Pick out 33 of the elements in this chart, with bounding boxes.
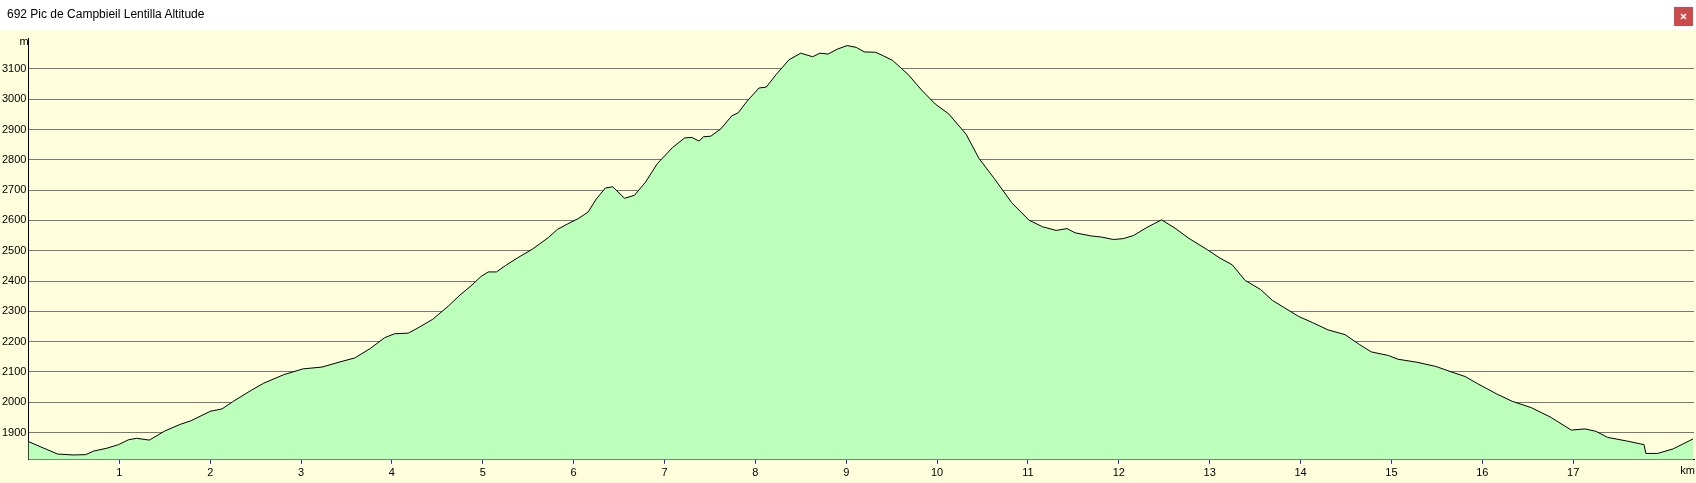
y-tick-label: 2100	[1, 364, 27, 377]
y-tick-label: 2200	[1, 334, 27, 347]
x-tick-label: 2	[207, 466, 214, 479]
x-tick-label: 9	[843, 466, 850, 479]
x-tick-label: 14	[1294, 466, 1307, 479]
x-tick-label: 3	[298, 466, 305, 479]
x-tick-label: 8	[752, 466, 759, 479]
y-tick-label: 1900	[1, 425, 27, 438]
y-tick-label: 2300	[1, 304, 27, 317]
chart-title: 692 Pic de Campbieil Lentilla Altitude	[7, 7, 205, 21]
x-tick-label: 1	[116, 466, 123, 479]
y-tick-label: 2600	[1, 213, 27, 226]
x-tick-label: 13	[1203, 466, 1216, 479]
y-tick-label: 2800	[1, 152, 27, 165]
x-tick-label: 12	[1112, 466, 1125, 479]
y-tick-label: 2400	[1, 274, 27, 287]
x-tick-label: 7	[661, 466, 668, 479]
x-tick-label: 15	[1385, 466, 1398, 479]
x-tick-label: 4	[388, 466, 395, 479]
y-tick-label: 2500	[1, 243, 27, 256]
x-tick-label: 16	[1476, 466, 1489, 479]
x-tick-label: 6	[570, 466, 577, 479]
x-axis-title: km	[1680, 464, 1695, 477]
y-tick-label: 2900	[1, 122, 27, 135]
x-tick-label: 17	[1567, 466, 1580, 479]
y-axis-title: m	[19, 34, 29, 47]
y-tick-label: 2000	[1, 395, 27, 408]
y-tick-label: 3100	[1, 61, 27, 74]
y-tick-label: 2700	[1, 183, 27, 196]
x-tick-label: 11	[1022, 466, 1034, 479]
x-tick-label: 5	[479, 466, 486, 479]
y-tick-label: 3000	[1, 92, 27, 105]
x-tick-label: 10	[930, 466, 944, 479]
